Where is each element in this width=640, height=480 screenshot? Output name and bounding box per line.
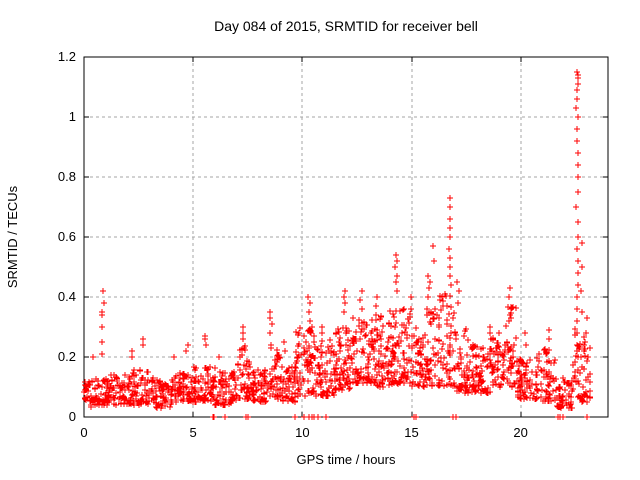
x-tick-label: 15 xyxy=(404,425,418,440)
gridlines xyxy=(84,57,608,417)
y-tick-label: 0.6 xyxy=(58,229,76,244)
y-tick-labels: 0 0.2 0.4 0.6 0.8 1 1.2 xyxy=(58,49,76,424)
y-tick-label: 0.2 xyxy=(58,349,76,364)
x-tick-label: 5 xyxy=(190,425,197,440)
x-tick-label: 10 xyxy=(295,425,309,440)
x-axis-label: GPS time / hours xyxy=(297,452,396,467)
x-tick-labels: 0 5 10 15 20 xyxy=(80,425,528,440)
x-tick-label: 20 xyxy=(513,425,527,440)
y-tick-label: 0.4 xyxy=(58,289,76,304)
y-tick-label: 1.2 xyxy=(58,49,76,64)
x-tick-label: 0 xyxy=(80,425,87,440)
y-tick-label: 1 xyxy=(69,109,76,124)
chart-title: Day 084 of 2015, SRMTID for receiver bel… xyxy=(214,18,478,34)
y-tick-label: 0.8 xyxy=(58,169,76,184)
y-tick-label: 0 xyxy=(69,409,76,424)
y-axis-label: SRMTID / TECUs xyxy=(5,185,20,288)
axis-ticks xyxy=(83,56,608,418)
scatter-points xyxy=(81,69,593,420)
